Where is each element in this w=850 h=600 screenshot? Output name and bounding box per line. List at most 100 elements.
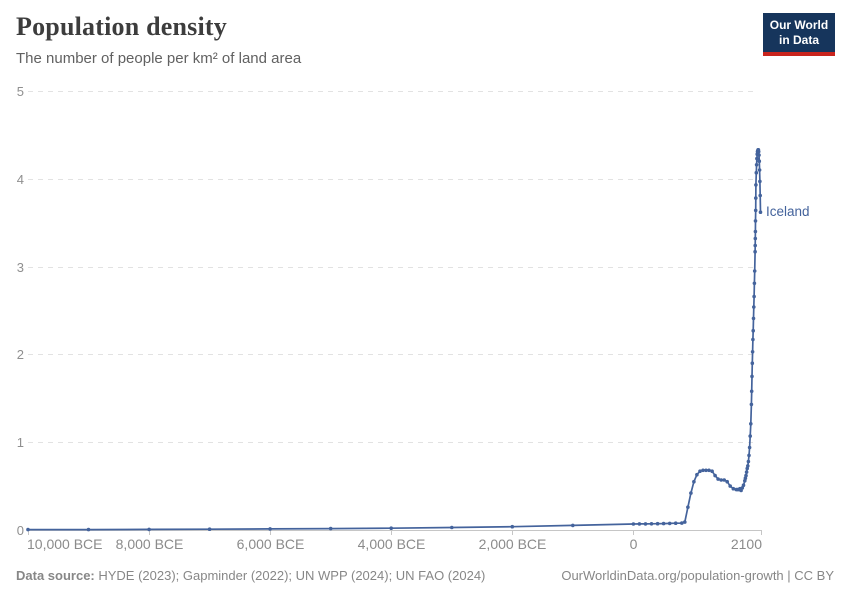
series-point	[637, 522, 642, 526]
series-point	[680, 521, 684, 525]
series-point	[750, 361, 755, 366]
owid-logo-line1: Our World	[769, 18, 829, 32]
series-point	[751, 337, 755, 342]
series-point	[710, 469, 714, 474]
series-point	[748, 434, 752, 438]
series-point	[450, 525, 454, 530]
series-point	[683, 520, 687, 524]
owid-logo[interactable]: Our World in Data	[763, 13, 835, 56]
series-point	[749, 422, 753, 426]
series-point	[328, 526, 333, 531]
series-point	[704, 468, 708, 473]
y-axis-tick-label: 0	[17, 523, 24, 538]
data-source-label: Data source:	[16, 568, 95, 583]
x-axis-tick-label: 2,000 BCE	[479, 536, 547, 552]
series-point	[758, 210, 763, 214]
chart-subtitle: The number of people per km² of land are…	[16, 50, 302, 67]
series-point	[510, 524, 515, 529]
x-axis-tick-label: 4,000 BCE	[358, 536, 426, 552]
series-point	[667, 521, 672, 526]
series-point	[631, 522, 636, 526]
series-point	[673, 521, 678, 525]
series-point	[752, 281, 757, 286]
x-axis-tick-label: 10,000 BCE	[27, 536, 103, 552]
series-point	[707, 468, 711, 473]
series-point	[86, 527, 91, 532]
series-point	[747, 453, 751, 458]
data-source-text: Data source: HYDE (2023); Gapminder (202…	[16, 568, 485, 583]
series-point	[207, 527, 212, 531]
series-point	[747, 445, 752, 450]
series-point	[722, 478, 726, 482]
series-point	[754, 183, 758, 187]
owid-logo-line2: in Data	[778, 33, 819, 47]
series-point	[725, 479, 729, 484]
series-point	[755, 156, 759, 161]
series-point	[757, 153, 761, 157]
series-point	[757, 168, 762, 172]
data-source-list: HYDE (2023); Gapminder (2022); UN WPP (2…	[94, 568, 486, 583]
series-point	[749, 402, 754, 407]
series-point	[746, 459, 751, 464]
x-axis-tick-label: 0	[630, 536, 638, 552]
series-point	[571, 523, 575, 528]
series-point	[731, 486, 736, 491]
y-axis-tick-label: 5	[17, 84, 24, 99]
series-point	[750, 350, 755, 354]
series-point	[713, 473, 717, 478]
series-point	[698, 469, 702, 474]
y-axis-tick-label: 2	[17, 347, 24, 362]
series-point	[752, 305, 756, 309]
x-axis-tick-label: 6,000 BCE	[237, 536, 305, 552]
series-point	[147, 527, 151, 532]
series-point	[751, 328, 755, 333]
series-point	[692, 479, 696, 484]
x-axis-tick-label: 8,000 BCE	[116, 536, 184, 552]
series-point	[753, 208, 758, 213]
series-point	[753, 236, 758, 241]
series-point	[757, 159, 762, 163]
series-point	[754, 170, 759, 175]
series-point	[689, 491, 693, 495]
chart-footer: Data source: HYDE (2023); Gapminder (202…	[16, 568, 834, 583]
series-point	[749, 389, 754, 394]
series-point	[740, 486, 745, 490]
series-point	[754, 196, 758, 200]
series-line-iceland[interactable]	[27, 148, 762, 531]
series-point	[649, 522, 654, 526]
series-point	[753, 219, 758, 223]
series-point	[751, 316, 756, 321]
series-point	[695, 472, 699, 477]
y-axis-tick-label: 1	[17, 435, 24, 450]
series-point	[389, 526, 394, 530]
series-point	[701, 468, 705, 473]
series-point	[754, 163, 759, 167]
series-point	[268, 527, 272, 531]
series-point	[750, 374, 754, 379]
series-point	[746, 464, 750, 468]
series-point	[686, 505, 690, 510]
series-point	[661, 521, 666, 526]
series-point	[728, 484, 732, 488]
y-axis-tick-label: 3	[17, 260, 24, 275]
series-point	[752, 294, 756, 299]
series-point	[758, 179, 762, 184]
series-point	[756, 149, 761, 154]
series-point	[752, 269, 757, 273]
series-point	[741, 483, 746, 488]
series-point	[744, 470, 749, 474]
series-point	[719, 478, 723, 482]
series-point	[753, 229, 758, 234]
page-title: Population density	[16, 12, 227, 41]
series-point	[753, 249, 757, 254]
credit-link[interactable]: OurWorldinData.org/population-growth | C…	[561, 568, 834, 583]
series-point	[744, 473, 748, 478]
series-point	[26, 527, 30, 532]
y-axis-tick-label: 4	[17, 172, 24, 187]
x-axis-tick-label: 2100	[731, 536, 762, 552]
series-end-label-iceland[interactable]: Iceland	[766, 204, 810, 219]
series-point	[758, 193, 762, 198]
series-point	[753, 243, 757, 248]
